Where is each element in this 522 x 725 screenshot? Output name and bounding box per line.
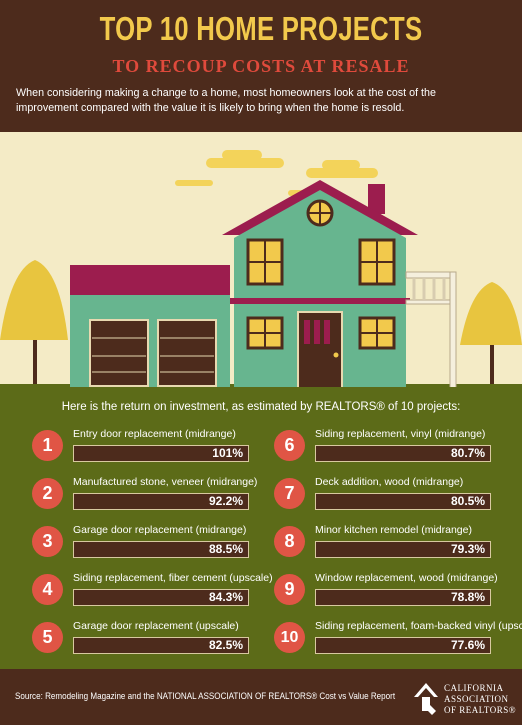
rank-badge: 7 — [274, 478, 305, 509]
roi-value: 92.2% — [208, 494, 243, 508]
tree-icon — [0, 260, 68, 390]
project-name: Garage door replacement (upscale) — [73, 620, 239, 632]
list-item: 9 Window replacement, wood (midrange) 78… — [274, 572, 504, 610]
roi-value: 80.7% — [450, 446, 485, 460]
project-name: Manufactured stone, veneer (midrange) — [73, 476, 258, 488]
roi-bar: 78.8% — [315, 589, 491, 606]
garage-door — [157, 319, 217, 387]
rank-badge: 4 — [32, 574, 63, 605]
roi-value: 88.5% — [208, 542, 243, 556]
header: TOP 10 HOME PROJECTS TO RECOUP COSTS AT … — [0, 0, 522, 132]
roi-value: 80.5% — [450, 494, 485, 508]
roi-bar: 79.3% — [315, 541, 491, 558]
list-item: 4 Siding replacement, fiber cement (upsc… — [32, 572, 273, 610]
list-item: 3 Garage door replacement (midrange) 88.… — [32, 524, 262, 562]
project-name: Minor kitchen remodel (midrange) — [315, 524, 472, 536]
roi-value: 82.5% — [208, 638, 243, 652]
logo-line-3: OF REALTORS® — [444, 705, 516, 715]
project-name: Window replacement, wood (midrange) — [315, 572, 498, 584]
garage-door — [89, 319, 149, 387]
rank-badge: 6 — [274, 430, 305, 461]
roi-bar: 101% — [73, 445, 249, 462]
window — [358, 238, 396, 286]
list-item: 7 Deck addition, wood (midrange) 80.5% — [274, 476, 504, 514]
car-logo: CALIFORNIA ASSOCIATION OF REALTORS® — [414, 683, 516, 715]
list-item: 5 Garage door replacement (upscale) 82.5… — [32, 620, 262, 658]
rank-badge: 8 — [274, 526, 305, 557]
house-illustration — [0, 132, 522, 394]
deck — [405, 271, 457, 389]
list-item: 10 Siding replacement, foam-backed vinyl… — [274, 620, 522, 658]
page-title: TOP 10 HOME PROJECTS — [99, 10, 423, 47]
rank-badge: 9 — [274, 574, 305, 605]
roi-bar: 77.6% — [315, 637, 491, 654]
roi-bar: 88.5% — [73, 541, 249, 558]
roi-value: 101% — [212, 446, 243, 460]
roi-bar: 82.5% — [73, 637, 249, 654]
tree-icon — [460, 282, 522, 390]
rank-badge: 5 — [32, 622, 63, 653]
window — [358, 316, 396, 350]
project-name: Siding replacement, fiber cement (upscal… — [73, 572, 273, 584]
list-item: 1 Entry door replacement (midrange) 101% — [32, 428, 262, 466]
logo-line-2: ASSOCIATION — [444, 694, 509, 704]
house-scene-svg — [0, 150, 522, 394]
rank-badge: 1 — [32, 430, 63, 461]
cloud-icon — [175, 150, 284, 186]
roi-value: 77.6% — [450, 638, 485, 652]
window — [246, 316, 284, 350]
source-note: Source: Remodeling Magazine and the NATI… — [15, 691, 396, 702]
page-subtitle: TO RECOUP COSTS AT RESALE — [112, 56, 410, 76]
roi-value: 84.3% — [208, 590, 243, 604]
list-item: 8 Minor kitchen remodel (midrange) 79.3% — [274, 524, 504, 562]
round-window — [306, 199, 334, 227]
roi-bar: 80.7% — [315, 445, 491, 462]
rank-badge: 2 — [32, 478, 63, 509]
results-section: Here is the return on investment, as est… — [0, 387, 522, 669]
roi-value: 79.3% — [450, 542, 485, 556]
roi-value: 78.8% — [450, 590, 485, 604]
roi-bar: 84.3% — [73, 589, 249, 606]
intro-text: When considering making a change to a ho… — [16, 87, 436, 114]
project-name: Garage door replacement (midrange) — [73, 524, 247, 536]
house-key-icon — [414, 683, 438, 715]
rank-badge: 10 — [274, 622, 305, 653]
entry-door — [297, 311, 343, 389]
roi-bar: 80.5% — [315, 493, 491, 510]
window — [246, 238, 284, 286]
project-name: Entry door replacement (midrange) — [73, 428, 236, 440]
project-name: Siding replacement, vinyl (midrange) — [315, 428, 486, 440]
list-item: 2 Manufactured stone, veneer (midrange) … — [32, 476, 262, 514]
rank-badge: 3 — [32, 526, 63, 557]
project-name: Deck addition, wood (midrange) — [315, 476, 464, 488]
logo-line-1: CALIFORNIA — [444, 683, 504, 693]
roi-bar: 92.2% — [73, 493, 249, 510]
footer: Source: Remodeling Magazine and the NATI… — [0, 669, 522, 725]
project-name: Siding replacement, foam-backed vinyl (u… — [315, 620, 522, 632]
list-item: 6 Siding replacement, vinyl (midrange) 8… — [274, 428, 504, 466]
results-heading: Here is the return on investment, as est… — [61, 401, 461, 413]
